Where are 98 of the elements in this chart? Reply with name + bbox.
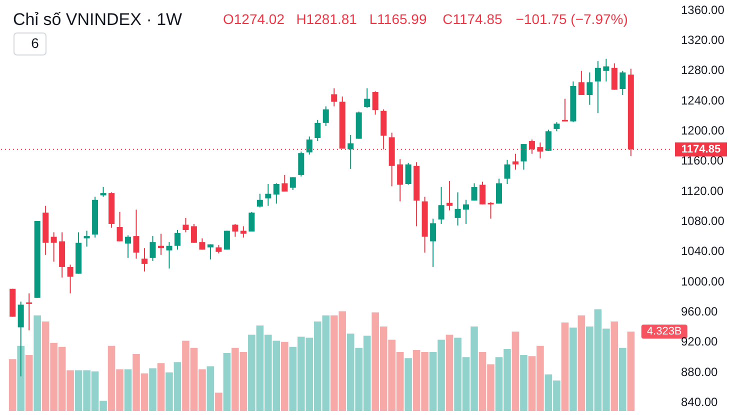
candlestick [554,122,560,132]
bar [578,315,586,411]
bar [17,346,24,411]
candlestick [372,90,378,116]
annotation: O1274.02 [223,11,285,27]
candlestick [182,217,189,233]
candlestick [265,184,272,206]
candlestick [306,136,312,156]
candlestick [496,178,502,204]
text: Chỉ số VNINDEX · 1W [13,10,182,29]
y-tick-label: 1240.00 [681,93,725,108]
candlestick [248,211,255,232]
candlestick [480,181,486,205]
bar [404,358,412,411]
y-tick-label: 1200.00 [681,123,725,138]
bar [281,342,288,411]
bar [206,366,214,411]
candlestick [256,193,263,208]
y-tick-label: 840.00 [681,394,718,409]
bar [215,392,222,411]
y-tick-label: 1320.00 [681,32,725,47]
candlestick [282,174,288,192]
annotation: H1281.81 [296,11,358,27]
candlestick [603,58,610,82]
bar [223,353,231,411]
y-tick-label: 1080.00 [681,214,725,228]
candlestick [438,186,444,224]
bar [570,328,577,411]
candlestick [50,232,57,262]
y-tick-label: 1360.00 [681,2,725,17]
candlestick [463,199,470,224]
candlestick [586,72,593,106]
candlestick [594,60,601,114]
candlestick [471,182,478,202]
candlestick [322,106,329,126]
candlestick [430,218,436,268]
annotation: −101.75 (−7.97%) [516,11,628,27]
bar [619,348,626,411]
candlestick [397,158,404,202]
candlestick [67,264,74,294]
bar [149,368,156,411]
candlestick [100,186,106,198]
y-tick-label: 1040.00 [681,244,725,258]
candlestick [273,182,280,204]
bar [561,322,569,411]
candlestick [298,151,304,177]
candlestick [290,176,296,191]
candlestick [26,292,32,331]
candlestick [331,88,338,107]
candlestick [190,223,197,244]
candlestick [562,98,568,122]
y-tick-label: 1280.00 [681,63,725,78]
candlestick [364,88,370,108]
candlestick [174,230,180,250]
annotation: C1174.85 [442,11,502,27]
candlestick [520,144,527,170]
ref-line-label: 1174.85 [681,143,721,156]
text: 4.323B [646,326,682,338]
candlestick [405,162,412,186]
candlestick [620,70,626,96]
candlestick [125,234,132,258]
candlestick [454,192,461,226]
bar [520,355,528,411]
candlestick [207,244,214,260]
y-tick-label: 1000.00 [681,274,725,288]
bar [34,315,41,411]
bar [124,369,132,411]
candlestick [348,134,354,170]
candlestick [512,153,518,170]
bar [8,359,16,411]
candlestick [84,230,90,248]
bar [610,321,618,411]
y-tick-label: 1120.00 [681,184,724,198]
candlestick [578,70,584,96]
bar [446,334,454,411]
y-tick-label: 880.00 [681,364,718,379]
candlestick [504,159,510,185]
candlestick [232,223,238,238]
candlestick [240,226,246,238]
annotation: L1165.99 [369,11,427,27]
candlestick [488,202,494,220]
candlestick [142,248,148,272]
candlestick [611,62,618,90]
candlestick [166,242,172,269]
candlestick [314,119,321,142]
candlestick [116,211,123,242]
candlestick [150,236,156,262]
candlestick [545,129,552,152]
bar [627,332,635,411]
bar [157,363,165,411]
y-tick-label: 1160.00 [681,154,724,168]
candlestick [133,209,140,260]
candlestick [446,180,453,211]
annotation: 6 [31,35,40,51]
y-tick-label: 960.00 [681,304,718,318]
bar [25,355,33,411]
y-tick-label: 920.00 [681,334,718,349]
bar [512,332,520,411]
